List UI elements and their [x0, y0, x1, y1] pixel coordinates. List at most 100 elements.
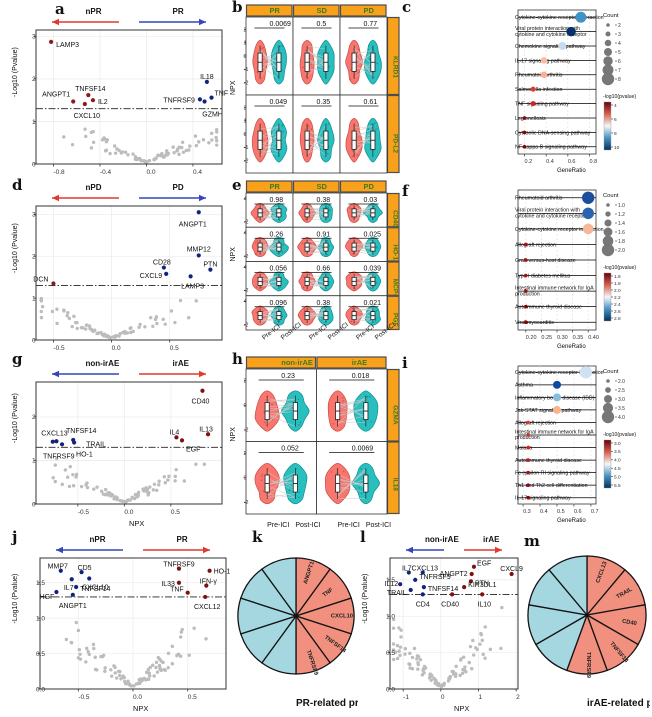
- svg-text:1.8: 1.8: [618, 239, 625, 245]
- svg-text:0.021: 0.021: [364, 300, 382, 307]
- svg-text:0.5: 0.5: [557, 509, 565, 515]
- svg-text:CXCL10: CXCL10: [82, 585, 109, 592]
- svg-text:2: 2: [32, 414, 36, 421]
- svg-text:0: 0: [244, 54, 247, 60]
- svg-text:5: 5: [618, 50, 621, 56]
- svg-text:PD: PD: [364, 182, 375, 191]
- svg-text:CXCL13: CXCL13: [41, 430, 68, 437]
- svg-text:ANGPT1: ANGPT1: [42, 91, 70, 98]
- svg-text:non-irAE: non-irAE: [281, 358, 313, 367]
- svg-text:Autoimmune thyroid disease: Autoimmune thyroid disease: [515, 305, 582, 311]
- svg-text:IFN-γ: IFN-γ: [200, 579, 218, 586]
- svg-text:2: 2: [32, 254, 36, 261]
- svg-text:KIR3DL1: KIR3DL1: [468, 582, 497, 589]
- svg-text:-0.5: -0.5: [78, 694, 90, 701]
- svg-text:CD28: CD28: [153, 260, 171, 267]
- svg-text:Th1 and Th2 cell differentiati: Th1 and Th2 cell differentiation: [515, 483, 588, 489]
- svg-text:-Log10 (Pvalue): -Log10 (Pvalue): [12, 393, 19, 443]
- dot-chart-f: Rheumatoid arthritis Viral protein intera…: [515, 189, 636, 350]
- svg-text:0.03: 0.03: [364, 197, 378, 204]
- panel-j-letter: j: [12, 528, 18, 546]
- svg-text:MCP-4: MCP-4: [392, 279, 399, 300]
- svg-text:IL18: IL18: [392, 478, 399, 492]
- svg-text:-1: -1: [403, 694, 409, 701]
- panel-d-volcano-pd: nPD PD DCN ANGPT1 MMP12 CD28 PTN CXCL9 LAMP3 -0.5…: [8, 180, 228, 354]
- svg-text:0.66: 0.66: [317, 266, 331, 273]
- svg-text:CXCL9: CXCL9: [500, 566, 523, 573]
- svg-text:GeneRatio: GeneRatio: [557, 518, 586, 524]
- svg-text:Count: Count: [603, 13, 619, 19]
- svg-text:PD-L2: PD-L2: [392, 134, 399, 153]
- svg-text:0.4: 0.4: [546, 159, 554, 165]
- svg-text:2: 2: [244, 378, 247, 384]
- svg-text:0.61: 0.61: [364, 99, 378, 106]
- svg-text:Type I diabetes mellitus: Type I diabetes mellitus: [515, 273, 571, 279]
- volcano-chart-d: nPD PD DCN ANGPT1 MMP12 CD28 PTN CXCL9 LAMP3 -0.5…: [12, 183, 223, 352]
- dot-chart-c: Cytokine-cytokine receptor interaction Vi…: [515, 9, 636, 174]
- svg-text:0: 0: [244, 476, 247, 482]
- svg-text:0: 0: [244, 132, 247, 138]
- svg-text:Cytokine-cytokine receptor int: Cytokine-cytokine receptor interaction: [515, 227, 604, 233]
- svg-text:CD40-L: CD40-L: [392, 210, 399, 233]
- svg-text:0.38: 0.38: [317, 300, 331, 307]
- svg-text:Post-ICI: Post-ICI: [295, 522, 320, 529]
- svg-text:cytokine and cytokine receptor: cytokine and cytokine receptor: [515, 214, 587, 220]
- svg-text:TNFRSF9: TNFRSF9: [43, 454, 75, 461]
- svg-text:SD: SD: [317, 6, 328, 15]
- svg-text:0.35: 0.35: [317, 99, 331, 106]
- svg-text:TNFSF14: TNFSF14: [80, 586, 110, 593]
- svg-text:DCN: DCN: [33, 276, 48, 283]
- pie-chart-k: ANGPT1TNFCXCL10TNFSF14TNFRSF9PR-related …: [237, 557, 358, 709]
- svg-text:-Log10 (Pvalue): -Log10 (Pvalue): [12, 223, 19, 273]
- svg-text:GeneRatio: GeneRatio: [557, 344, 586, 350]
- svg-text:CD4: CD4: [416, 601, 430, 608]
- panel-g-volcano-irae: non-irAE irAE TNFSF14 CXCL13 TRAIL HO-1 TNFRSF…: [8, 356, 228, 530]
- svg-text:-Log10 (Pvalue): -Log10 (Pvalue): [12, 574, 19, 624]
- svg-text:0.096: 0.096: [270, 300, 288, 307]
- svg-text:1: 1: [32, 119, 36, 126]
- svg-text:Jak-STAT signaling pathway: Jak-STAT signaling pathway: [515, 408, 582, 414]
- svg-text:3: 3: [618, 32, 621, 38]
- panel-c-dotplot: Cytokine-cytokine receptor interaction Vi…: [400, 2, 652, 178]
- svg-text:5.0: 5.0: [614, 474, 621, 480]
- svg-text:1: 1: [478, 694, 482, 701]
- svg-text:TNFRSF9: TNFRSF9: [163, 97, 195, 104]
- svg-text:GZMH: GZMH: [202, 111, 223, 118]
- svg-text:1.5: 1.5: [386, 577, 395, 584]
- svg-text:2: 2: [618, 23, 621, 29]
- svg-text:0: 0: [32, 501, 36, 508]
- svg-text:Autoimmune thyroid disease: Autoimmune thyroid disease: [515, 458, 582, 464]
- svg-text:GeneRatio: GeneRatio: [557, 168, 586, 174]
- svg-text:0: 0: [441, 694, 445, 701]
- svg-text:NPX: NPX: [230, 247, 237, 262]
- svg-text:Fc epsilon RI signaling pathwa: Fc epsilon RI signaling pathway: [515, 471, 590, 477]
- svg-text:TNF: TNF: [322, 587, 335, 599]
- svg-text:-0.8: -0.8: [53, 169, 65, 176]
- svg-text:1.6: 1.6: [618, 230, 625, 236]
- svg-text:IL18: IL18: [200, 74, 214, 81]
- svg-text:TRAIL: TRAIL: [86, 442, 106, 449]
- svg-text:2.0: 2.0: [614, 288, 621, 294]
- svg-text:TNF signaling pathway: TNF signaling pathway: [515, 102, 569, 108]
- svg-text:ANGPT1: ANGPT1: [179, 221, 207, 228]
- svg-text:-2: -2: [244, 254, 249, 260]
- svg-text:Count: Count: [603, 193, 619, 199]
- svg-text:0.052: 0.052: [281, 446, 299, 453]
- svg-text:0.38: 0.38: [317, 197, 331, 204]
- svg-text:LAMP3: LAMP3: [181, 283, 204, 290]
- volcano-chart-a: nPR PR LAMP3 TNFSF14 ANGPT1 IL2 CXCL10 IL18 TNF T…: [12, 7, 228, 176]
- svg-text:1.2: 1.2: [618, 212, 625, 218]
- svg-text:CXCL12: CXCL12: [194, 604, 221, 611]
- svg-text:Legionellosis: Legionellosis: [515, 116, 546, 122]
- svg-text:IL13: IL13: [199, 426, 213, 433]
- svg-text:0.0: 0.0: [36, 686, 45, 693]
- svg-text:NPX: NPX: [230, 427, 237, 442]
- svg-text:ANGPT2: ANGPT2: [440, 571, 468, 578]
- panel-l-volcano-irae2: non-irAE irAE IL7 CXCL13 TNFRSF9 IL12 TRAIL TNF…: [358, 532, 524, 715]
- panel-c-letter: c: [402, 0, 412, 16]
- svg-text:TNFSF14: TNFSF14: [66, 428, 96, 435]
- svg-text:GZMA: GZMA: [392, 405, 399, 425]
- svg-text:Pre-ICI: Pre-ICI: [267, 522, 289, 529]
- svg-text:0: 0: [32, 161, 36, 168]
